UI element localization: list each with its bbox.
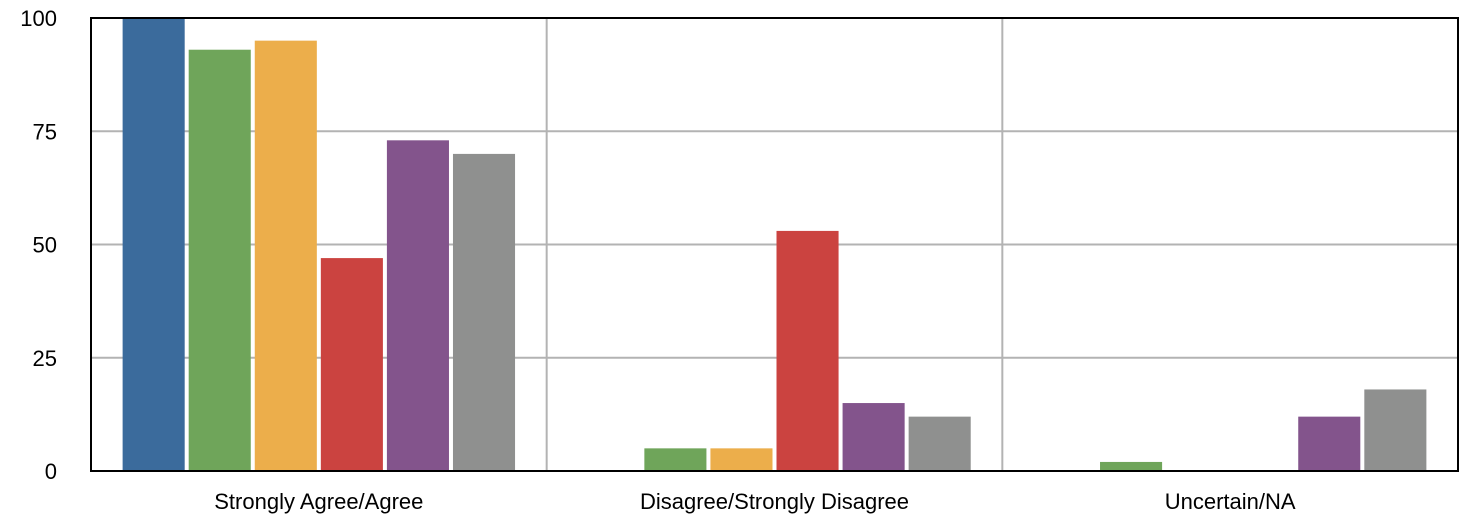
- bar: [386, 140, 449, 471]
- y-tick-label: 25: [33, 346, 57, 371]
- bars: [122, 18, 1427, 472]
- x-category-label: Strongly Agree/Agree: [214, 489, 423, 514]
- bar: [1298, 416, 1361, 471]
- bar: [1364, 389, 1427, 471]
- y-axis-tick-labels: 0 25 50 75 100: [20, 6, 57, 484]
- y-tick-label: 0: [45, 459, 57, 484]
- bar: [710, 448, 773, 471]
- x-axis-category-labels: Strongly Agree/Agree Disagree/Strongly Di…: [214, 489, 1296, 514]
- bar: [644, 448, 707, 471]
- plot-frame: [90, 17, 1459, 472]
- bar: [254, 40, 317, 472]
- grid-lines: [91, 18, 1458, 471]
- bar: [122, 18, 185, 471]
- y-tick-label: 75: [33, 119, 57, 144]
- bar: [776, 230, 839, 471]
- bar: [452, 153, 516, 471]
- bar: [188, 49, 251, 472]
- bar: [842, 403, 905, 471]
- bar: [1100, 461, 1163, 471]
- y-tick-label: 50: [33, 233, 57, 258]
- x-category-label: Disagree/Strongly Disagree: [640, 489, 909, 514]
- bar: [908, 416, 971, 471]
- y-tick-label: 100: [20, 6, 57, 31]
- x-category-label: Uncertain/NA: [1165, 489, 1296, 514]
- bar: [320, 258, 383, 471]
